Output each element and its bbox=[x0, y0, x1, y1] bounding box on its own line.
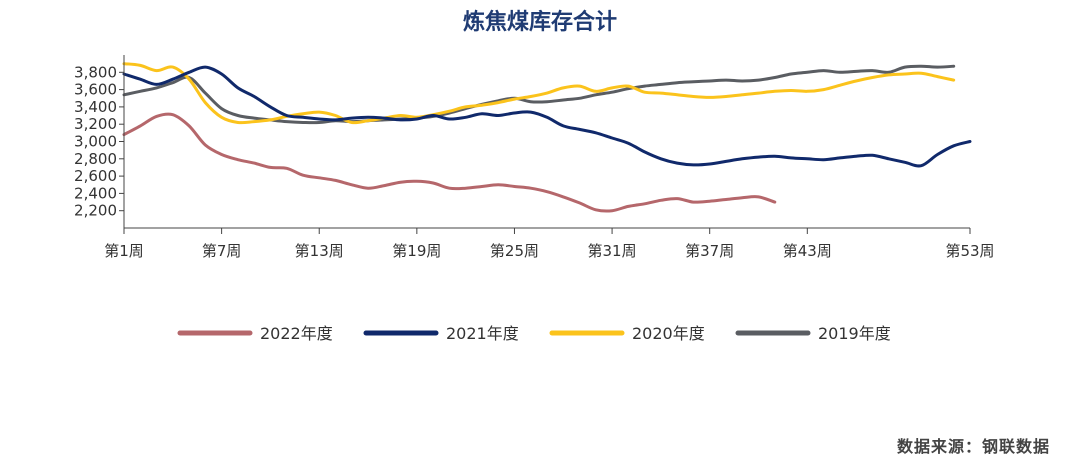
legend-label: 2020年度 bbox=[632, 324, 705, 343]
y-tick-label: 3,400 bbox=[74, 98, 117, 116]
legend-item: 2020年度 bbox=[549, 324, 705, 343]
legend-item: 2019年度 bbox=[735, 324, 891, 343]
legend-label: 2022年度 bbox=[260, 324, 333, 343]
y-tick-label: 2,600 bbox=[74, 167, 117, 185]
y-tick-label: 3,600 bbox=[74, 81, 117, 99]
series-line-2022年度 bbox=[122, 112, 777, 213]
axes: 2,2002,4002,6002,8003,0003,2003,4003,600… bbox=[74, 55, 995, 260]
y-tick-label: 2,200 bbox=[74, 202, 117, 220]
y-tick-label: 2,800 bbox=[74, 150, 117, 168]
plot-area bbox=[122, 62, 972, 213]
x-tick-label: 第7周 bbox=[202, 242, 242, 260]
series-line-2020年度 bbox=[122, 62, 956, 125]
x-tick-label: 第19周 bbox=[392, 242, 441, 260]
x-tick-label: 第13周 bbox=[295, 242, 344, 260]
y-tick-label: 3,000 bbox=[74, 133, 117, 151]
series-line-2021年度 bbox=[122, 65, 972, 168]
x-tick-label: 第31周 bbox=[588, 242, 637, 260]
legend-label: 2019年度 bbox=[818, 324, 891, 343]
x-tick-label: 第1周 bbox=[104, 242, 144, 260]
y-tick-label: 2,400 bbox=[74, 184, 117, 202]
legend: 2022年度 2021年度 2020年度 2019年度 bbox=[177, 324, 891, 343]
series-line-2019年度 bbox=[122, 64, 956, 125]
x-tick-label: 第25周 bbox=[490, 242, 539, 260]
legend-label: 2021年度 bbox=[446, 324, 519, 343]
x-tick-label: 第53周 bbox=[945, 242, 994, 260]
source-note: 数据来源：钢联数据 bbox=[897, 437, 1050, 456]
legend-item: 2022年度 bbox=[177, 324, 333, 343]
y-tick-label: 3,200 bbox=[74, 115, 117, 133]
x-tick-label: 第37周 bbox=[685, 242, 734, 260]
chart-title: 炼焦煤库存合计 bbox=[463, 9, 617, 35]
legend-item: 2021年度 bbox=[363, 324, 519, 343]
x-tick-label: 第43周 bbox=[783, 242, 832, 260]
y-tick-label: 3,800 bbox=[74, 63, 117, 81]
